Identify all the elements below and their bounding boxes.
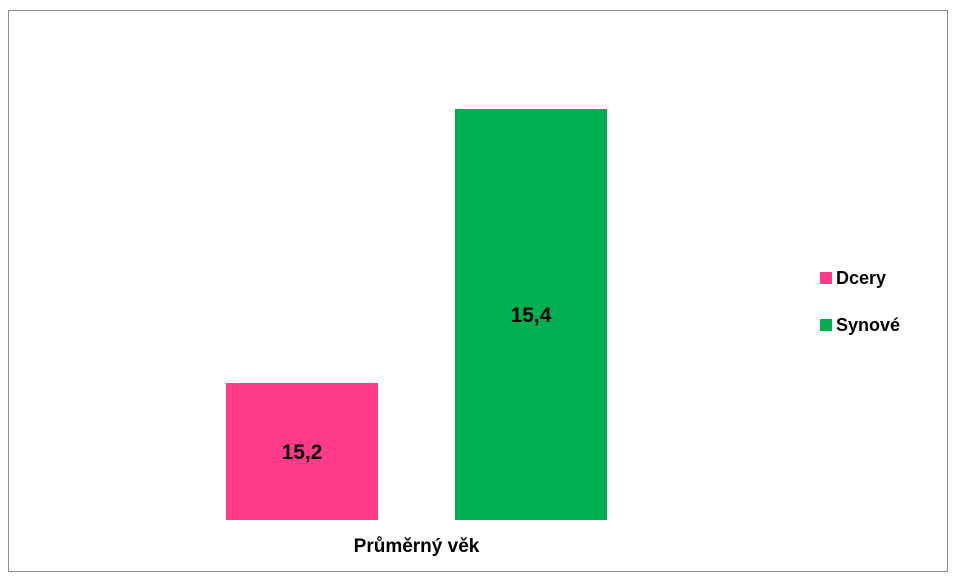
data-label: 15,2 [282, 441, 323, 464]
legend-swatch [820, 319, 832, 331]
legend-swatch [820, 272, 832, 284]
legend-label: Dcery [836, 268, 886, 288]
bar [455, 109, 607, 520]
bar [226, 383, 378, 520]
x-tick-label: Průměrný věk [354, 536, 480, 557]
legend-label: Synové [836, 315, 900, 335]
data-label: 15,4 [511, 304, 552, 327]
